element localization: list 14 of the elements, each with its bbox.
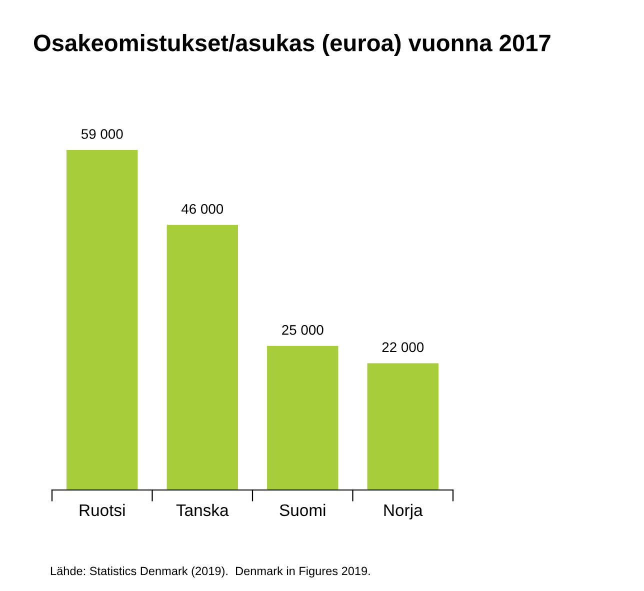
data-label: 22 000 [382, 342, 424, 352]
data-label: 46 000 [181, 204, 224, 214]
data-label: 25 000 [282, 325, 324, 335]
x-tick-label: Ruotsi [80, 504, 125, 516]
chart-title: Osakeomistukset/asukas (euroa) vuonna 2017 [34, 34, 550, 56]
x-tick-label: Norja [384, 504, 423, 520]
bar [166, 224, 238, 490]
x-tick-label: Tanska [176, 504, 229, 516]
x-tick-label: Suomi [280, 504, 326, 516]
text: Lähde: Statistics Denmark (2019). Denmark in Figures 2019. [50, 566, 370, 578]
bar [367, 363, 438, 490]
bar [66, 150, 138, 490]
bar [267, 346, 338, 490]
data-label: 59 000 [81, 129, 123, 139]
